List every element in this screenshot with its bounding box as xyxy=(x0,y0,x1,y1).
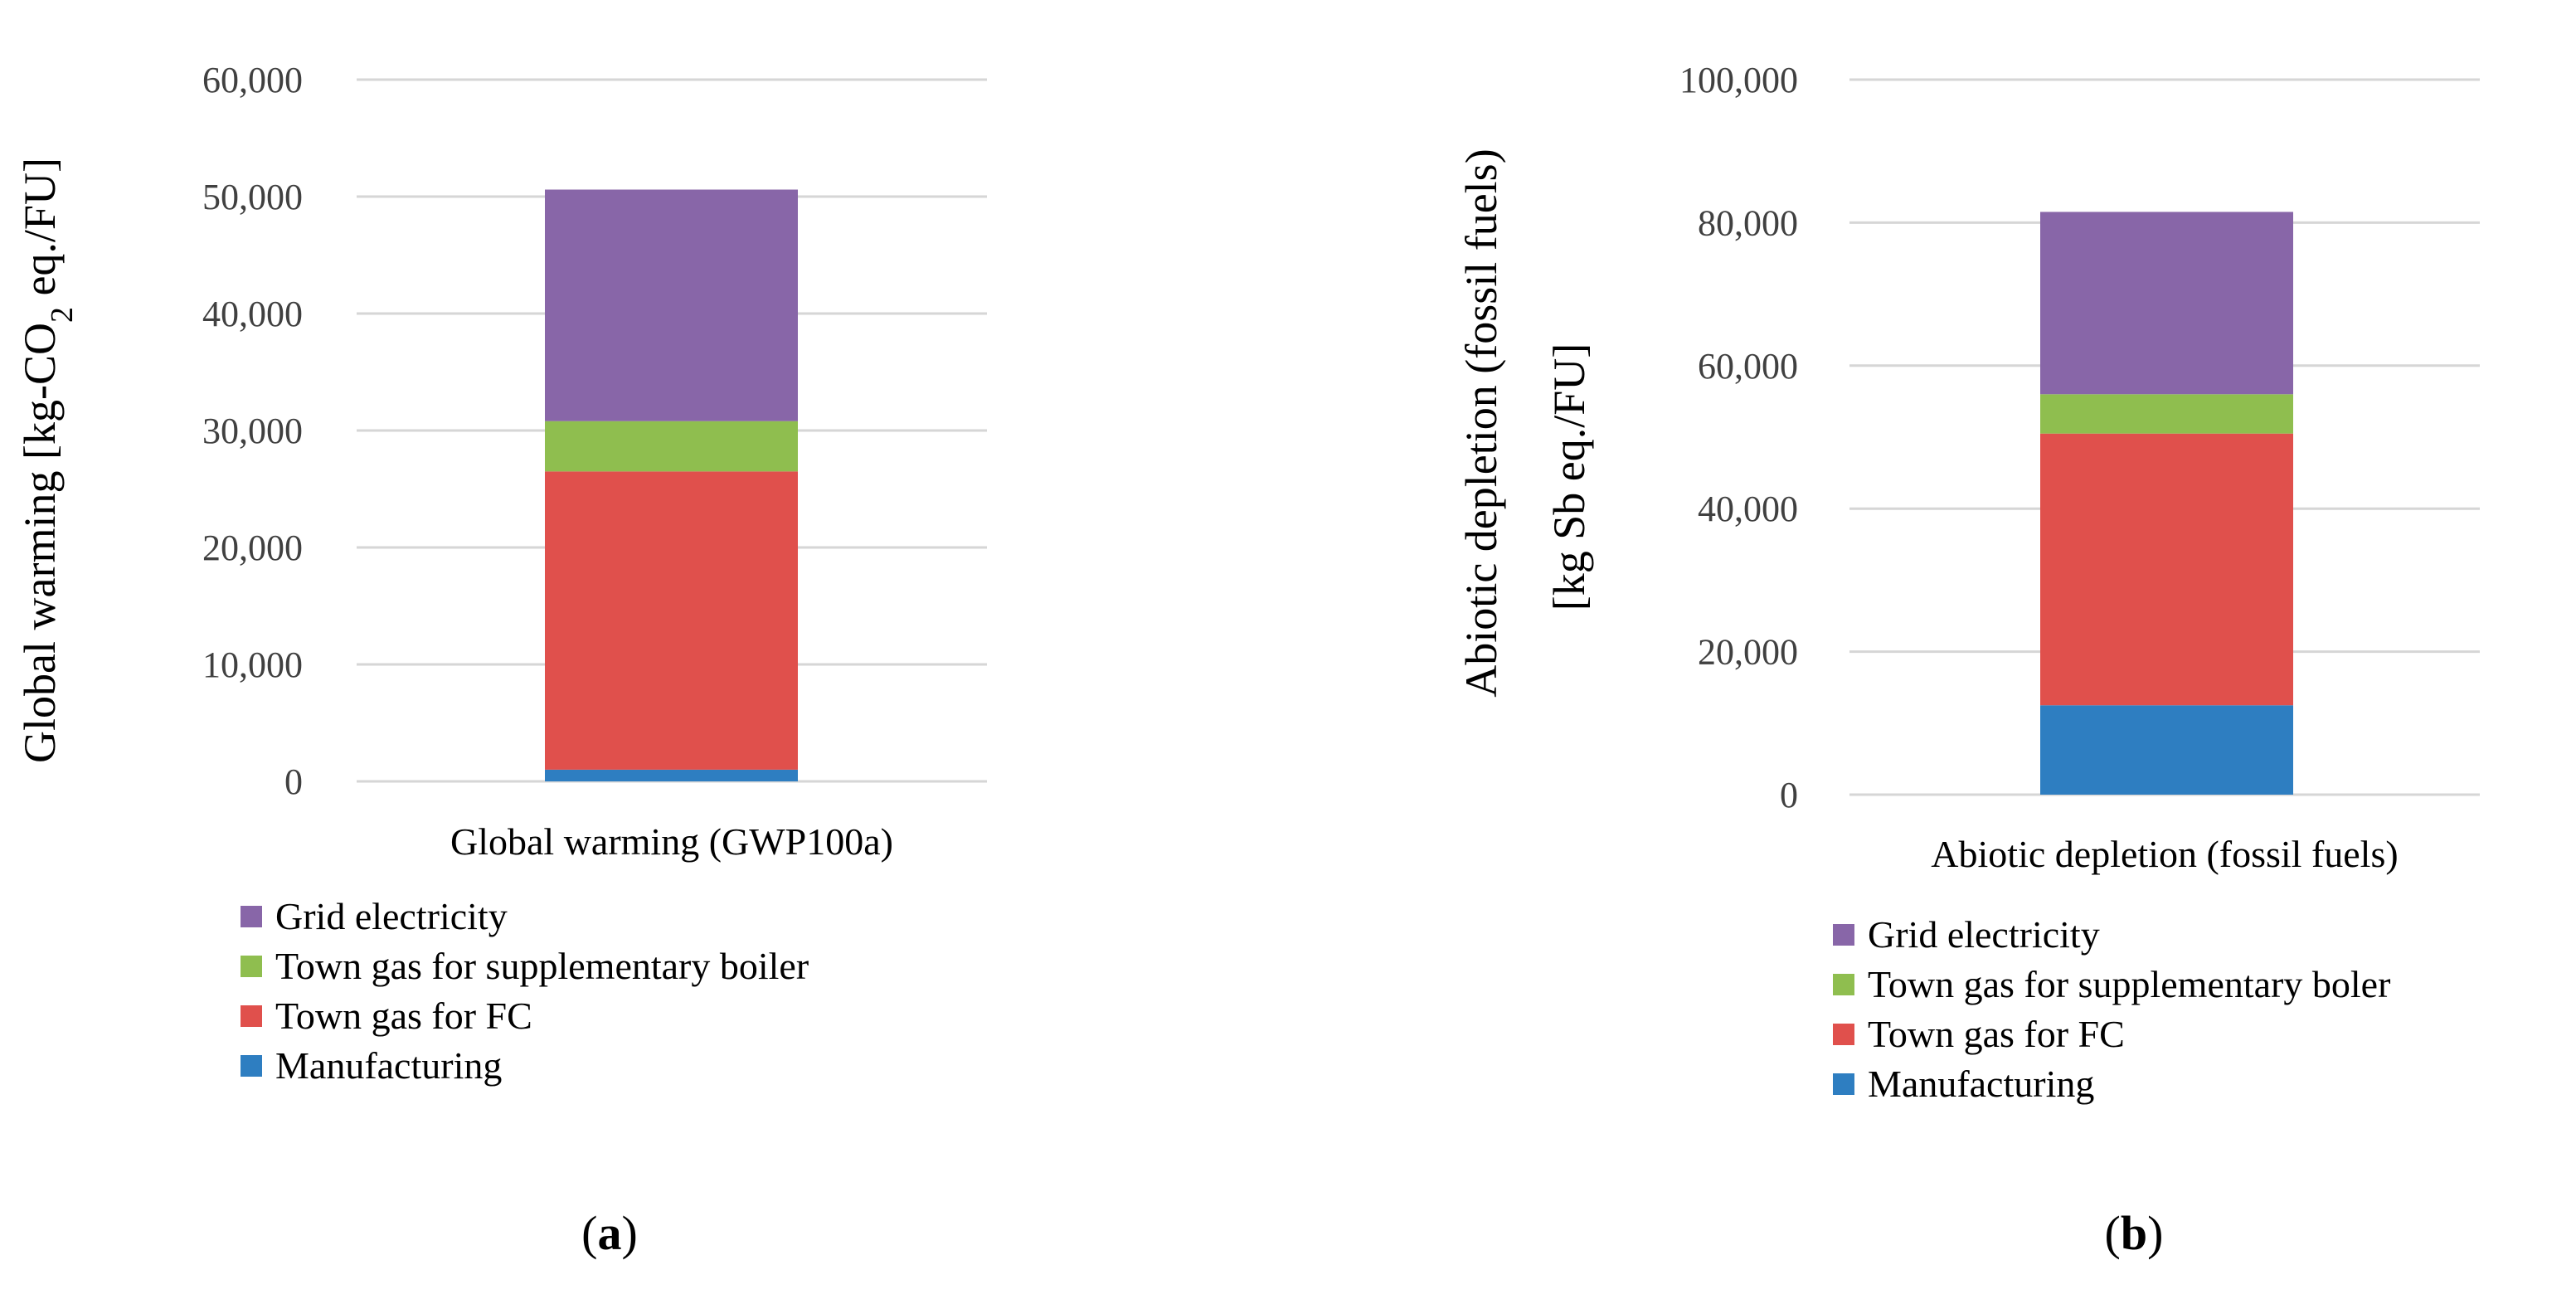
chart-a-y-ticks: 0 10,000 20,000 30,000 40,000 50,000 60,000 xyxy=(202,60,303,802)
bar-segment-town-gas-for-fc xyxy=(545,471,798,770)
chart-a-y-axis-label: Global warming [kg-CO2 eq./FU] xyxy=(15,158,80,763)
bar-segment-grid-electricity xyxy=(545,189,798,421)
bar-segment-town-gas-for-fc xyxy=(2040,433,2293,706)
chart-a-panel-letter: a xyxy=(598,1206,622,1260)
chart-b-bars xyxy=(2040,212,2293,795)
legend-label: Manufacturing xyxy=(275,1044,502,1087)
y-tick-label: 50,000 xyxy=(202,177,303,217)
chart-a-y-axis-label-subscript: 2 xyxy=(45,307,80,323)
bar-segment-town-gas-for-supplementary-boler xyxy=(2040,394,2293,434)
chart-a-y-axis-label-part-1: Global warming [kg-CO xyxy=(15,323,65,763)
bar-segment-manufacturing xyxy=(545,769,798,781)
y-tick-label: 20,000 xyxy=(202,528,303,568)
chart-a-legend: Grid electricity Town gas for supplementa… xyxy=(241,895,809,1087)
y-tick-label: 80,000 xyxy=(1698,202,1798,243)
y-tick-label: 40,000 xyxy=(202,294,303,334)
bar-segment-grid-electricity xyxy=(2040,212,2293,395)
legend-label: Grid electricity xyxy=(275,895,508,937)
legend-swatch xyxy=(1833,974,1854,995)
legend-label: Town gas for FC xyxy=(1868,1013,2125,1055)
chart-a-panel-label: (a) xyxy=(581,1206,638,1260)
legend-swatch xyxy=(1833,1024,1854,1045)
chart-a-y-axis-label-part-2: eq./FU] xyxy=(15,158,65,307)
chart-a-bars xyxy=(545,189,798,781)
chart-b-legend: Grid electricity Town gas for supplementa… xyxy=(1833,913,2390,1105)
chart-a: 0 10,000 20,000 30,000 40,000 50,000 60,000 Gl… xyxy=(15,60,987,1260)
y-tick-label: 10,000 xyxy=(202,645,303,685)
legend-swatch xyxy=(241,1005,262,1027)
y-tick-label: 60,000 xyxy=(202,60,303,100)
legend-swatch xyxy=(1833,924,1854,946)
chart-b-panel-label: (b) xyxy=(2105,1206,2164,1260)
chart-b: 0 20,000 40,000 60,000 80,000 100,000 Abiotic… xyxy=(1456,60,2480,1260)
legend-label: Grid electricity xyxy=(1868,913,2100,956)
bar-segment-manufacturing xyxy=(2040,705,2293,795)
legend-label: Manufacturing xyxy=(1868,1063,2094,1105)
legend-label: Town gas for FC xyxy=(275,995,532,1037)
chart-b-panel-letter: b xyxy=(2121,1206,2147,1260)
bar-segment-town-gas-for-supplementary-boiler xyxy=(545,421,798,472)
y-tick-label: 20,000 xyxy=(1698,632,1798,673)
legend-label: Town gas for supplementary boler xyxy=(1868,963,2390,1005)
legend-label: Town gas for supplementary boiler xyxy=(275,945,809,987)
legend-swatch xyxy=(1833,1073,1854,1095)
y-tick-label: 0 xyxy=(284,761,303,802)
chart-b-category-label: Abiotic depletion (fossil fuels) xyxy=(1931,833,2398,875)
chart-b-y-ticks: 0 20,000 40,000 60,000 80,000 100,000 xyxy=(1679,60,1798,815)
legend-swatch xyxy=(241,906,262,927)
chart-b-y-axis-label-line-2: [kg Sb eq./FU] xyxy=(1544,343,1594,611)
chart-b-y-axis-label-line-1: Abiotic depletion (fossil fuels) xyxy=(1456,148,1506,697)
chart-a-category-label: Global warming (GWP100a) xyxy=(450,820,893,863)
legend-swatch xyxy=(241,1055,262,1077)
y-tick-label: 0 xyxy=(1780,775,1798,815)
y-tick-label: 30,000 xyxy=(202,411,303,451)
y-tick-label: 60,000 xyxy=(1698,346,1798,387)
legend-swatch xyxy=(241,956,262,977)
y-tick-label: 100,000 xyxy=(1679,60,1798,100)
y-tick-label: 40,000 xyxy=(1698,489,1798,529)
